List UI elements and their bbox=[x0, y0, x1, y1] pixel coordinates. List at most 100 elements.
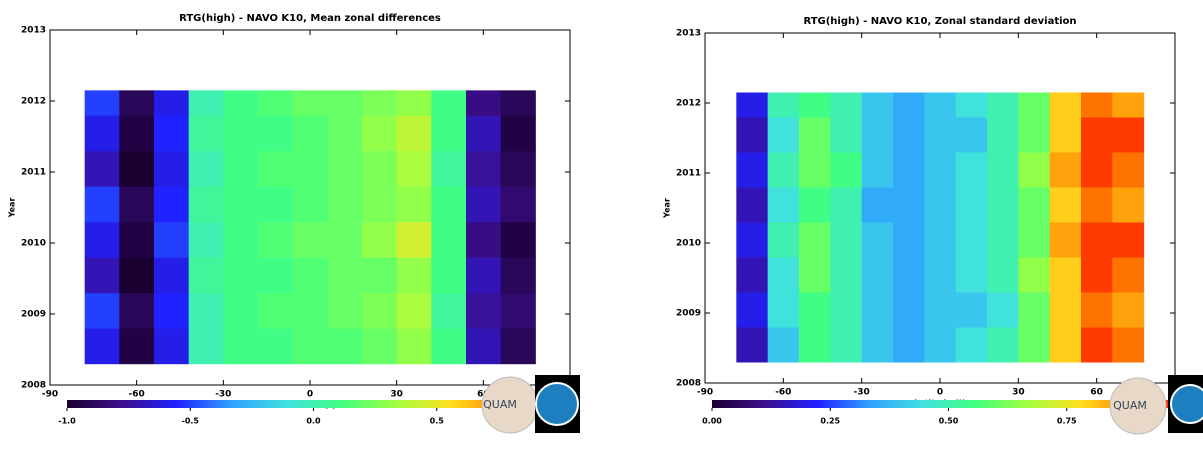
heat-cell bbox=[466, 115, 502, 152]
heat-cell bbox=[84, 328, 120, 365]
heat-cell bbox=[466, 150, 502, 187]
esquam-logo bbox=[1109, 377, 1167, 435]
colorbar-tick-label: 0.75 bbox=[1057, 417, 1077, 426]
heat-cell bbox=[861, 257, 894, 293]
heat-cell bbox=[223, 90, 259, 116]
heat-cell bbox=[500, 328, 536, 365]
heat-cell bbox=[799, 257, 831, 293]
x-tick-label: -90 bbox=[697, 388, 713, 398]
heat-cell bbox=[799, 222, 831, 258]
heat-cell bbox=[258, 150, 294, 187]
y-tick-label: 2011 bbox=[21, 168, 46, 178]
heat-cell bbox=[292, 186, 328, 223]
heat-cell bbox=[258, 221, 294, 258]
heat-cell bbox=[327, 257, 363, 294]
heat-cell bbox=[861, 292, 894, 328]
heat-cell bbox=[396, 221, 432, 258]
colorbar-tick-label: 0.5 bbox=[430, 417, 445, 426]
heat-cell bbox=[292, 115, 328, 152]
heat-cell bbox=[1081, 117, 1113, 153]
y-tick-label: 2008 bbox=[676, 379, 701, 389]
heat-cell bbox=[500, 90, 536, 116]
heat-cell bbox=[987, 117, 1019, 153]
heat-cell bbox=[431, 328, 467, 365]
heat-cell bbox=[1049, 257, 1082, 293]
heat-cell bbox=[1081, 187, 1113, 223]
heat-cell bbox=[223, 292, 259, 329]
heat-cell bbox=[431, 90, 467, 116]
x-tick-label: 30 bbox=[390, 390, 403, 400]
logo-text: QUAM bbox=[1113, 399, 1147, 412]
heat-cell bbox=[767, 327, 800, 363]
heat-cell bbox=[396, 292, 432, 329]
heat-cell bbox=[893, 92, 925, 118]
heat-cell bbox=[924, 187, 957, 223]
y-tick-label: 2010 bbox=[676, 239, 701, 249]
panel: -90 -60 -30 0 30 60 2008 2009 2010 2011 2012 2013 RT… bbox=[8, 13, 571, 426]
heat-cell bbox=[431, 257, 467, 294]
heat-cell bbox=[154, 257, 190, 294]
colorbar-tick-label: 0.50 bbox=[939, 417, 959, 426]
heat-cell bbox=[830, 92, 863, 118]
heat-cell bbox=[223, 257, 259, 294]
heat-cell bbox=[955, 187, 988, 223]
heat-cell bbox=[893, 187, 925, 223]
heat-cell bbox=[767, 257, 800, 293]
x-tick-label: -60 bbox=[775, 388, 791, 398]
heat-cell bbox=[292, 257, 328, 294]
heat-cell bbox=[188, 292, 224, 329]
heat-cell bbox=[396, 90, 432, 116]
heat-cell bbox=[1018, 222, 1051, 258]
heat-cell bbox=[84, 115, 120, 152]
chart-title: RTG(high) - NAVO K10, Zonal standard dev… bbox=[803, 16, 1076, 27]
heat-cell bbox=[955, 222, 988, 258]
heat-cell bbox=[955, 257, 988, 293]
heat-cell bbox=[500, 292, 536, 329]
heat-cell bbox=[396, 257, 432, 294]
heat-cell bbox=[736, 152, 769, 188]
heat-cell bbox=[431, 186, 467, 223]
heat-cell bbox=[1018, 187, 1051, 223]
heat-cell bbox=[893, 257, 925, 293]
heat-cell bbox=[767, 222, 800, 258]
heat-cell bbox=[1081, 257, 1113, 293]
heat-cell bbox=[466, 328, 502, 365]
heat-cell bbox=[893, 327, 925, 363]
heat-cell bbox=[223, 186, 259, 223]
heat-cell bbox=[799, 117, 831, 153]
heat-cell bbox=[119, 150, 155, 187]
heat-cell bbox=[84, 150, 120, 187]
heat-cell bbox=[767, 187, 800, 223]
heat-cell bbox=[154, 292, 190, 329]
heat-cell bbox=[799, 327, 831, 363]
heat-cell bbox=[799, 292, 831, 328]
heat-cell bbox=[955, 117, 988, 153]
heat-cell bbox=[188, 186, 224, 223]
heat-cell bbox=[292, 328, 328, 365]
heat-cell bbox=[1112, 327, 1145, 363]
colorbar-tick-label: -0.5 bbox=[182, 417, 200, 426]
heat-cell bbox=[1018, 292, 1051, 328]
heat-cell bbox=[119, 328, 155, 365]
heat-cell bbox=[924, 257, 957, 293]
heat-cell bbox=[1081, 152, 1113, 188]
heat-cell bbox=[362, 150, 398, 187]
heat-cell bbox=[767, 292, 800, 328]
heat-cell bbox=[924, 117, 957, 153]
heat-cell bbox=[258, 328, 294, 365]
heat-cell bbox=[223, 150, 259, 187]
heat-cell bbox=[188, 90, 224, 116]
y-tick-label: 2012 bbox=[676, 99, 701, 109]
heat-cell bbox=[396, 115, 432, 152]
heat-cell bbox=[119, 186, 155, 223]
heat-cell bbox=[987, 292, 1019, 328]
heat-cell bbox=[1081, 327, 1113, 363]
heat-cell bbox=[987, 92, 1019, 118]
x-tick-label: 60 bbox=[1090, 388, 1103, 398]
heat-cell bbox=[84, 257, 120, 294]
heat-cell bbox=[362, 186, 398, 223]
heat-cell bbox=[893, 117, 925, 153]
heat-cell bbox=[955, 292, 988, 328]
heat-cell bbox=[500, 257, 536, 294]
